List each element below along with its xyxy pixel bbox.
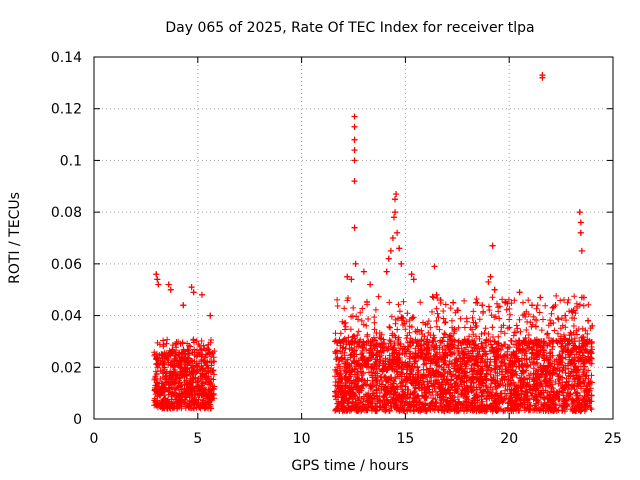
x-tick-label: 5 (193, 431, 202, 447)
data-point (190, 289, 197, 296)
data-point (155, 281, 162, 288)
plot-frame (93, 56, 614, 420)
data-point (408, 271, 415, 278)
data-point (398, 260, 405, 267)
data-point (589, 322, 596, 329)
data-point (198, 291, 205, 298)
y-tick-label: 0 (73, 412, 82, 428)
x-axis: 0 5 10 15 20 25 (90, 57, 622, 447)
y-axis-label: ROTI / TECUs (7, 192, 23, 284)
data-point (539, 72, 546, 79)
y-tick-label: 0.1 (60, 153, 82, 169)
data-point (351, 178, 358, 185)
chart-title: Day 065 of 2025, Rate Of TEC Index for r… (165, 20, 534, 36)
data-point (450, 299, 457, 306)
data-point (351, 157, 358, 164)
data-point (410, 276, 417, 283)
data-point (389, 235, 396, 241)
data-point (153, 271, 160, 278)
data-point (351, 147, 358, 154)
data-point (502, 299, 509, 306)
data-point (392, 196, 399, 203)
data-point (562, 312, 569, 319)
data-point (431, 263, 438, 270)
data-point (491, 286, 498, 293)
data-point (165, 281, 172, 288)
data-point (385, 255, 392, 262)
y-tick-label: 0.08 (51, 205, 82, 221)
y-tick-label: 0.02 (51, 360, 82, 376)
data-point (207, 312, 214, 319)
data-point (472, 299, 479, 306)
data-point (577, 229, 584, 236)
data-point (396, 245, 403, 252)
data-point (437, 297, 444, 304)
data-point (394, 229, 401, 236)
data-point (351, 113, 358, 120)
data-point (351, 136, 358, 143)
data-point (367, 281, 374, 288)
data-point (433, 291, 440, 298)
data-point-markers (151, 72, 596, 415)
data-point (489, 242, 496, 249)
data-point (392, 209, 399, 216)
data-points (151, 72, 596, 415)
data-point (585, 317, 592, 324)
y-tick-label: 0.12 (51, 102, 82, 118)
data-point (529, 302, 536, 309)
data-point (454, 307, 461, 314)
data-point (188, 284, 195, 291)
x-tick-label: 0 (90, 431, 99, 447)
data-point (180, 302, 187, 309)
y-tick-label: 0.14 (51, 50, 82, 66)
data-point (485, 278, 492, 285)
y-tick-label: 0.06 (51, 257, 82, 273)
x-tick-label: 15 (396, 431, 414, 447)
data-point (352, 260, 359, 267)
data-point (516, 289, 523, 296)
data-point (393, 191, 400, 198)
data-point (578, 247, 585, 254)
data-point (479, 302, 486, 309)
data-point (167, 286, 174, 293)
data-point (344, 273, 351, 280)
data-point (360, 268, 367, 275)
data-point (383, 268, 390, 275)
data-point (351, 123, 358, 130)
data-point (390, 214, 397, 221)
data-point (387, 247, 394, 254)
data-point (570, 307, 577, 314)
data-point (580, 294, 587, 301)
y-tick-label: 0.04 (51, 309, 82, 325)
y-axis: 0 0.02 0.04 0.06 0.08 0.1 0.12 0.14 (51, 50, 613, 428)
data-point (576, 209, 583, 216)
data-point (154, 276, 161, 283)
data-point (348, 276, 355, 283)
data-point (577, 219, 584, 226)
x-tick-label: 20 (500, 431, 518, 447)
data-point (487, 273, 494, 280)
data-point (351, 224, 358, 231)
x-axis-label: GPS time / hours (291, 458, 408, 474)
x-tick-label: 10 (293, 431, 311, 447)
data-point (537, 294, 544, 301)
x-tick-label: 25 (604, 431, 622, 447)
grid-lines (94, 57, 613, 419)
data-point (549, 304, 556, 311)
